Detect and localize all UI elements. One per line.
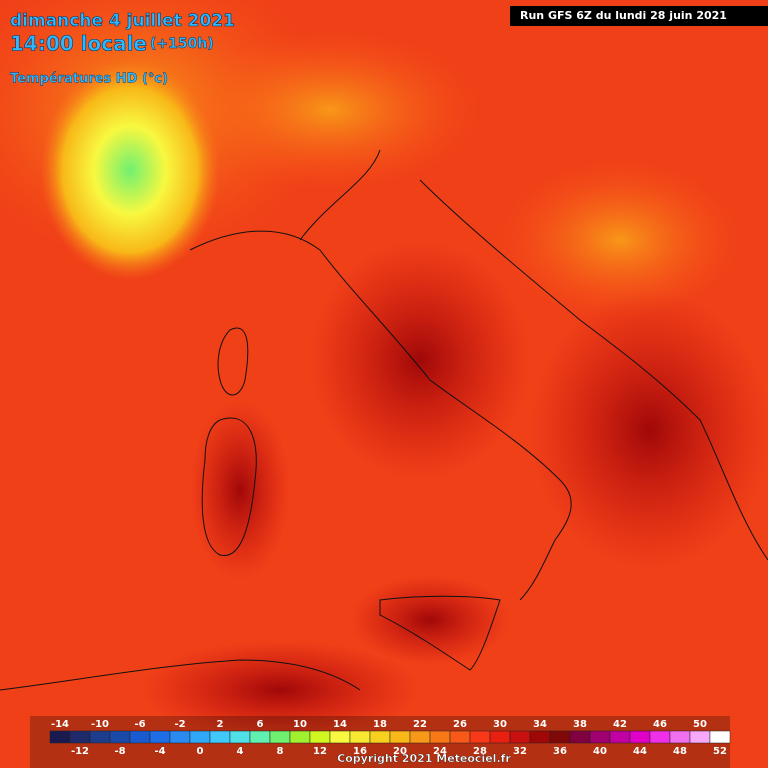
coastlines bbox=[0, 149, 768, 691]
warm-zone bbox=[180, 30, 480, 190]
legend-cell bbox=[69, 730, 91, 744]
legend-cell bbox=[369, 730, 391, 744]
legend-cell bbox=[589, 730, 611, 744]
legend-cell bbox=[109, 730, 131, 744]
legend-label: 52 bbox=[713, 746, 727, 757]
legend: -14-12-10-8-6-4-202468101214161820222426… bbox=[30, 716, 731, 768]
coastline bbox=[189, 149, 572, 601]
date-title: dimanche 4 juillet 2021 bbox=[10, 11, 235, 31]
legend-cell bbox=[189, 730, 211, 744]
legend-cell bbox=[169, 730, 191, 744]
hot-zone bbox=[140, 640, 420, 740]
warm-zone bbox=[500, 160, 740, 320]
legend-label: -10 bbox=[91, 719, 109, 730]
cool-zone bbox=[40, 60, 220, 280]
corsica bbox=[217, 327, 249, 396]
copyright: Copyright 2021 Meteociel.fr bbox=[337, 752, 511, 765]
legend-cell bbox=[49, 730, 71, 744]
legend-label: -2 bbox=[174, 719, 185, 730]
legend-label: 44 bbox=[633, 746, 647, 757]
run-box bbox=[510, 6, 768, 26]
legend-cell bbox=[409, 730, 431, 744]
legend-label: 42 bbox=[613, 719, 627, 730]
legend-cell bbox=[709, 730, 731, 744]
legend-label: 46 bbox=[653, 719, 667, 730]
legend-label: 12 bbox=[313, 746, 327, 757]
hot-zone bbox=[350, 575, 510, 665]
coastline bbox=[0, 659, 361, 691]
legend-cell bbox=[289, 730, 311, 744]
legend-label: 24 bbox=[433, 746, 447, 757]
legend-cell bbox=[629, 730, 651, 744]
legend-cell bbox=[269, 730, 291, 744]
lead-time: (+150h) bbox=[150, 36, 214, 52]
legend-cell bbox=[669, 730, 691, 744]
legend-cell bbox=[469, 730, 491, 744]
legend-cell bbox=[309, 730, 331, 744]
legend-cell bbox=[349, 730, 371, 744]
legend-label: 8 bbox=[277, 746, 284, 757]
legend-label: 32 bbox=[513, 746, 527, 757]
legend-label: 6 bbox=[257, 719, 264, 730]
legend-label: 38 bbox=[573, 719, 587, 730]
legend-label: -8 bbox=[114, 746, 125, 757]
legend-label: 30 bbox=[493, 719, 507, 730]
legend-label: 2 bbox=[217, 719, 224, 730]
legend-cell bbox=[529, 730, 551, 744]
legend-cell bbox=[429, 730, 451, 744]
legend-cell bbox=[149, 730, 171, 744]
legend-label: 14 bbox=[333, 719, 347, 730]
field-name: Températures HD (°c) bbox=[10, 72, 168, 87]
legend-label: -12 bbox=[71, 746, 89, 757]
legend-label: 10 bbox=[293, 719, 307, 730]
sardinia bbox=[201, 417, 257, 557]
legend-label: 36 bbox=[553, 746, 567, 757]
legend-cell bbox=[609, 730, 631, 744]
legend-cell bbox=[249, 730, 271, 744]
legend-cell bbox=[649, 730, 671, 744]
legend-label: 50 bbox=[693, 719, 707, 730]
hot-zone bbox=[190, 400, 290, 580]
legend-label: 48 bbox=[673, 746, 687, 757]
legend-label: -4 bbox=[154, 746, 165, 757]
legend-label: 40 bbox=[593, 746, 607, 757]
run-info: Run GFS 6Z du lundi 28 juin 2021 bbox=[520, 9, 727, 22]
legend-cell bbox=[689, 730, 711, 744]
sicily bbox=[379, 595, 501, 671]
legend-label: 22 bbox=[413, 719, 427, 730]
legend-cell bbox=[89, 730, 111, 744]
legend-cell bbox=[129, 730, 151, 744]
legend-label: -6 bbox=[134, 719, 145, 730]
legend-cell bbox=[509, 730, 531, 744]
legend-cell bbox=[489, 730, 511, 744]
legend-cell bbox=[389, 730, 411, 744]
legend-label: 16 bbox=[353, 746, 367, 757]
legend-label: -14 bbox=[51, 719, 69, 730]
legend-cell bbox=[229, 730, 251, 744]
time-title: 14:00 locale bbox=[10, 32, 147, 56]
legend-cell bbox=[329, 730, 351, 744]
hot-zone bbox=[530, 290, 768, 570]
legend-cell bbox=[209, 730, 231, 744]
hot-zone bbox=[310, 240, 530, 480]
legend-label: 20 bbox=[393, 746, 407, 757]
legend-cell bbox=[449, 730, 471, 744]
legend-cell bbox=[549, 730, 571, 744]
legend-label: 18 bbox=[373, 719, 387, 730]
legend-label: 26 bbox=[453, 719, 467, 730]
legend-label: 28 bbox=[473, 746, 487, 757]
legend-label: 34 bbox=[533, 719, 547, 730]
legend-label: 4 bbox=[237, 746, 244, 757]
legend-label: 0 bbox=[197, 746, 204, 757]
coastline bbox=[419, 179, 768, 561]
legend-cell bbox=[569, 730, 591, 744]
